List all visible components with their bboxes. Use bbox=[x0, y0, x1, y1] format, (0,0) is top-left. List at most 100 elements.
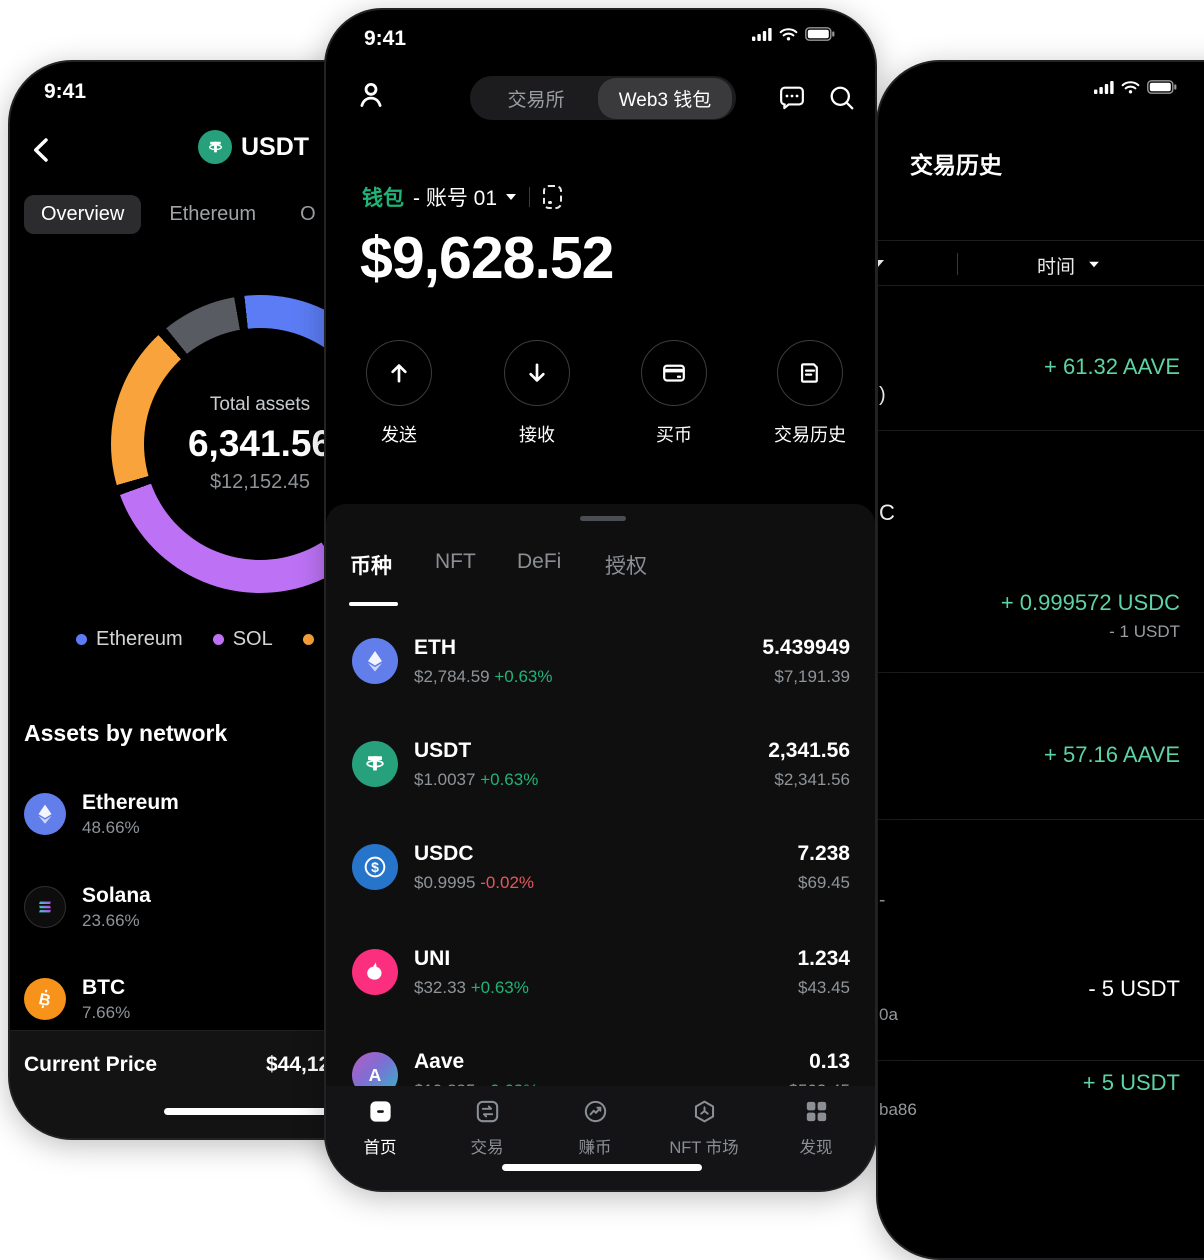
action-buy-crypto[interactable]: 买币 bbox=[619, 340, 729, 447]
home-indicator[interactable] bbox=[502, 1164, 702, 1171]
solana-icon bbox=[24, 886, 66, 928]
eth-icon bbox=[352, 638, 398, 684]
sheet-drag-handle[interactable] bbox=[580, 516, 626, 521]
arrow-up-icon bbox=[385, 359, 413, 387]
action-send[interactable]: 发送 bbox=[344, 340, 454, 447]
segment-web3-wallet[interactable]: Web3 钱包 bbox=[598, 77, 732, 119]
ethereum-icon bbox=[24, 793, 66, 835]
tx-left-fragment: ) bbox=[879, 384, 886, 406]
transaction-history-screen: 交易历史 时间 + 61.32 AAVE ) C + 0.999572 USDC… bbox=[876, 60, 1204, 1260]
tx-left-fragment: - bbox=[879, 890, 886, 911]
battery-icon bbox=[805, 27, 835, 41]
active-tab-underline bbox=[349, 602, 398, 606]
account-selector[interactable]: 钱包 - 账号 01 bbox=[362, 182, 563, 212]
action-history[interactable]: 交易历史 bbox=[755, 340, 865, 447]
network-row-solana[interactable]: Solana 23.66% bbox=[24, 883, 151, 931]
nav-earn[interactable]: 赚币 bbox=[547, 1098, 643, 1158]
segment-exchange[interactable]: 交易所 bbox=[507, 89, 565, 111]
filter-bar: 时间 bbox=[878, 240, 1204, 286]
chevron-down-icon bbox=[506, 194, 517, 200]
status-icons bbox=[1094, 80, 1177, 94]
search-icon bbox=[826, 82, 858, 114]
profile-button[interactable] bbox=[354, 78, 388, 112]
token-amount: 2,341.56 bbox=[768, 738, 850, 762]
uni-icon bbox=[352, 949, 398, 995]
token-row-uni[interactable]: UNI $32.33 +0.63% 1.234 $43.45 bbox=[352, 939, 850, 1005]
hidden-filter-caret-icon bbox=[878, 260, 884, 267]
token-tabs: Overview Ethereum O bbox=[24, 195, 316, 234]
time-filter[interactable]: 时间 bbox=[1037, 257, 1076, 278]
action-receive[interactable]: 接收 bbox=[482, 340, 592, 447]
legend-sol: SOL bbox=[212, 628, 273, 651]
token-change: -0.02% bbox=[480, 872, 535, 892]
page-title: USDT bbox=[198, 130, 309, 164]
token-price: $32.33 bbox=[414, 977, 466, 997]
section-title: Assets by network bbox=[24, 720, 228, 746]
back-button[interactable] bbox=[26, 134, 58, 166]
tab-overview[interactable]: Overview bbox=[24, 195, 142, 234]
chat-bubble-icon bbox=[776, 82, 808, 114]
token-row-usdc[interactable]: $ USDC $0.9995 -0.02% 7.238 $69.45 bbox=[352, 834, 850, 900]
legend-dot-sol bbox=[212, 634, 224, 645]
tab-nft[interactable]: NFT bbox=[435, 550, 476, 573]
tx-amount[interactable]: - 5 USDT bbox=[1088, 976, 1180, 1001]
tx-address-fragment: 0a bbox=[879, 1005, 898, 1024]
legend-dot-ethereum bbox=[76, 634, 87, 645]
token-change: +0.63% bbox=[470, 977, 529, 997]
divider bbox=[529, 187, 531, 207]
time-caret-icon bbox=[1089, 261, 1099, 268]
token-amount: 0.13 bbox=[809, 1049, 850, 1073]
search-button[interactable] bbox=[826, 82, 858, 114]
token-price: $2,784.59 bbox=[414, 666, 490, 686]
token-amount: 5.439949 bbox=[762, 635, 850, 659]
assets-sheet bbox=[326, 504, 875, 1190]
row-divider bbox=[878, 430, 1204, 431]
total-assets-value: 6,341.56 bbox=[187, 423, 333, 464]
nav-nft-market[interactable]: NFT 市场 bbox=[656, 1098, 752, 1158]
current-price-label: Current Price bbox=[24, 1053, 158, 1076]
tab-ethereum[interactable]: Ethereum bbox=[169, 203, 257, 225]
arrow-down-icon bbox=[523, 359, 551, 387]
svg-text:A: A bbox=[369, 1065, 382, 1085]
token-change: +0.63% bbox=[480, 769, 539, 789]
assets-donut-chart: Total assets 6,341.56 $12,152.45 bbox=[111, 295, 409, 593]
tab-defi[interactable]: DeFi bbox=[517, 550, 562, 573]
nav-trade[interactable]: 交易 bbox=[439, 1098, 535, 1158]
tab-truncated[interactable]: O bbox=[300, 203, 316, 225]
token-price: $0.9995 bbox=[414, 872, 476, 892]
usdt-icon bbox=[352, 741, 398, 787]
network-row-ethereum[interactable]: Ethereum 48.66% bbox=[24, 790, 179, 838]
legend-ethereum: Ethereum bbox=[76, 628, 183, 651]
token-row-usdt[interactable]: USDT $1.0037 +0.63% 2,341.56 $2,341.56 bbox=[352, 731, 850, 797]
nav-discover[interactable]: 发现 bbox=[768, 1098, 864, 1158]
receipt-icon bbox=[796, 359, 824, 387]
usdc-icon: $ bbox=[352, 844, 398, 890]
tx-sub-amount: - 1 USDT bbox=[1109, 622, 1180, 641]
support-chat-button[interactable] bbox=[776, 82, 808, 114]
tx-amount[interactable]: + 0.999572 USDC bbox=[1000, 590, 1180, 615]
tx-address-fragment: ba86 bbox=[879, 1100, 917, 1119]
nav-home[interactable]: 首页 bbox=[332, 1098, 428, 1158]
tx-amount[interactable]: + 5 USDT bbox=[1082, 1070, 1180, 1095]
tab-approvals[interactable]: 授权 bbox=[605, 555, 647, 578]
token-fiat: $69.45 bbox=[798, 872, 850, 892]
token-row-eth[interactable]: ETH $2,784.59 +0.63% 5.439949 $7,191.39 bbox=[352, 628, 850, 694]
token-fiat: $7,191.39 bbox=[774, 666, 850, 686]
person-icon bbox=[354, 78, 388, 112]
bank-card-icon bbox=[660, 359, 688, 387]
swap-icon bbox=[474, 1098, 501, 1125]
status-time: 9:41 bbox=[364, 27, 407, 50]
tx-amount[interactable]: + 57.16 AAVE bbox=[1044, 742, 1180, 767]
total-assets-fiat: $12,152.45 bbox=[209, 471, 311, 493]
account-label: - 账号 01 bbox=[413, 187, 498, 210]
token-fiat: $2,341.56 bbox=[774, 769, 850, 789]
chart-legend: Ethereum SOL BTC bbox=[76, 628, 363, 651]
switch-account-icon[interactable] bbox=[543, 185, 563, 209]
tx-amount[interactable]: + 61.32 AAVE bbox=[1044, 354, 1180, 379]
back-chevron-icon bbox=[26, 134, 58, 166]
network-row-btc[interactable]: B BTC 7.66% bbox=[24, 975, 130, 1023]
total-balance: $9,628.52 bbox=[360, 225, 614, 291]
signal-icon bbox=[752, 27, 772, 41]
tab-coins[interactable]: 币种 bbox=[350, 555, 392, 578]
earn-icon bbox=[582, 1098, 609, 1125]
